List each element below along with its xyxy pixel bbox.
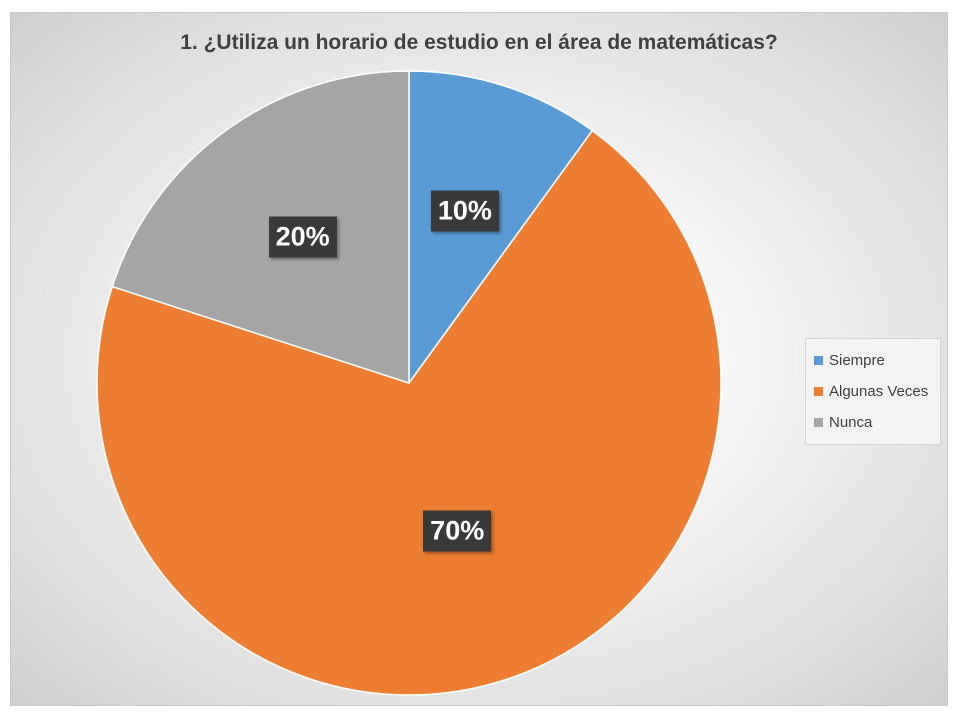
data-label-algunas-veces: 70%: [423, 510, 492, 552]
legend-label: Nunca: [829, 414, 873, 431]
legend-swatch: [814, 387, 823, 396]
pie-slice-nunca: [111, 70, 410, 385]
pie-slice-algunas-veces: [96, 129, 722, 696]
legend: Siempre Algunas Veces Nunca: [805, 338, 941, 445]
legend-swatch: [814, 356, 823, 365]
legend-item-nunca: Nunca: [814, 407, 940, 438]
chart-title: 1. ¿Utiliza un horario de estudio en el …: [180, 31, 778, 54]
data-label-siempre: 10%: [430, 190, 499, 232]
legend-swatch: [814, 418, 823, 427]
pie-slice-siempre: [408, 70, 594, 386]
pie-chart: [96, 70, 722, 696]
legend-label: Algunas Veces: [829, 383, 929, 400]
chart-area: 1. ¿Utiliza un horario de estudio en el …: [10, 12, 948, 706]
legend-label: Siempre: [829, 352, 885, 369]
legend-item-siempre: Siempre: [814, 345, 940, 376]
data-label-nunca: 20%: [268, 216, 337, 258]
legend-item-algunas-veces: Algunas Veces: [814, 376, 940, 407]
